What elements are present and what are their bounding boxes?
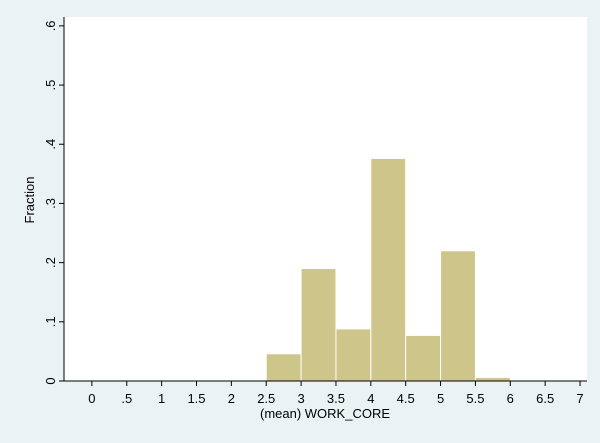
x-tick-label: 1: [158, 391, 165, 406]
x-axis-title: (mean) WORK_CORE: [260, 406, 390, 421]
x-tick-label: 5.5: [466, 391, 484, 406]
x-tick-label: 1.5: [187, 391, 205, 406]
x-tick-label: 6.5: [536, 391, 554, 406]
y-tick-label: .5: [43, 80, 58, 91]
x-tick-label: 6: [507, 391, 514, 406]
y-axis-title: Fraction: [22, 177, 37, 224]
histogram-bar: [440, 250, 476, 382]
bars-group: [265, 157, 511, 382]
x-tick-label: 2.5: [257, 391, 275, 406]
histogram-bar: [300, 268, 337, 382]
x-tick-label: 5: [437, 391, 444, 406]
x-tick-label: 3: [297, 391, 304, 406]
y-tick-label: 0: [43, 377, 58, 384]
histogram-bar: [474, 376, 511, 382]
axes-group: 0 .5 1 1.5 2 2.5 3 3.5 4 4.5 5 5.5 6 6.5 7 0 .1 .2 .3 .4 .5.…: [43, 17, 587, 406]
y-tick-label: .4: [43, 139, 58, 150]
y-tick-label: .6: [43, 20, 58, 31]
histogram-bar: [335, 328, 372, 382]
y-tick-label: .1: [43, 316, 58, 327]
y-tick-label: .3: [43, 198, 58, 209]
x-tick-label: 2: [228, 391, 235, 406]
x-tick-label: 0: [88, 391, 95, 406]
x-tick-label: 4.5: [397, 391, 415, 406]
histogram-bar: [370, 157, 407, 382]
x-tick-label: .5: [121, 391, 132, 406]
x-tick-label: 3.5: [327, 391, 345, 406]
x-tick-label: 4: [367, 391, 374, 406]
histogram-bar: [405, 334, 442, 382]
histogram-bar: [265, 353, 302, 382]
x-tick-label: 7: [576, 391, 583, 406]
y-tick-label: .2: [43, 257, 58, 268]
